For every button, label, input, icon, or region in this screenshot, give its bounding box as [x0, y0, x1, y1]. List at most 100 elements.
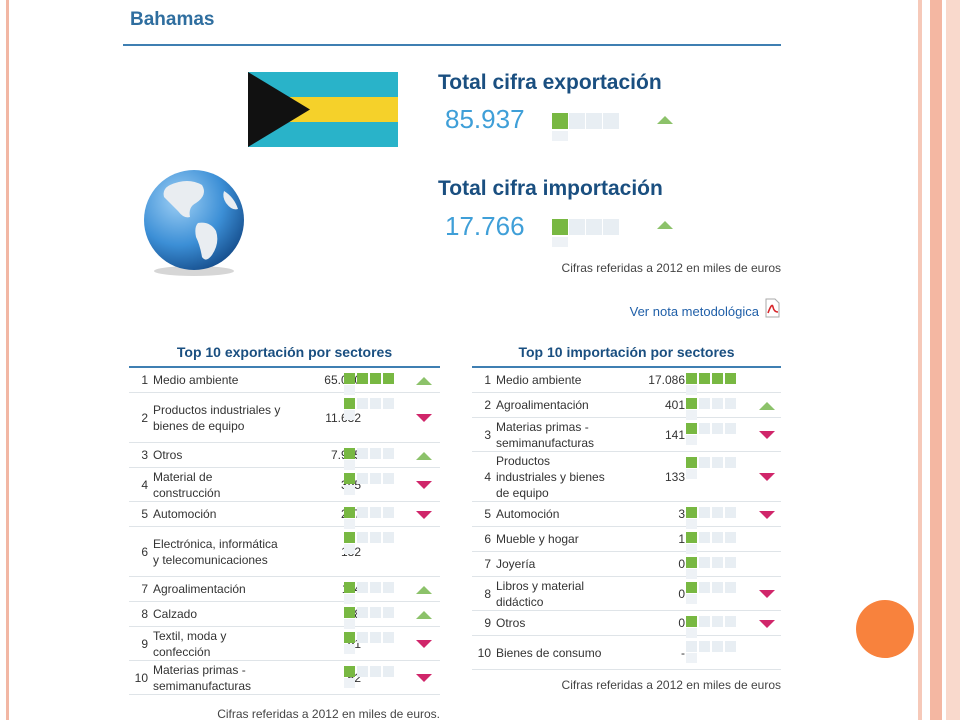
up-arrow-icon: [416, 452, 432, 460]
up-arrow-icon: [416, 377, 432, 385]
up-arrow-icon: [416, 586, 432, 594]
level-bar-segment: [725, 532, 736, 543]
level-bar-segment: [383, 507, 394, 518]
import-table: Top 10 importación por sectores 1 Medio a…: [472, 344, 781, 692]
level-bar: [686, 557, 738, 568]
level-bar: [686, 423, 738, 434]
level-bar-segment: [383, 448, 394, 459]
level-bar-segment: [370, 473, 381, 484]
sector-name: Otros: [496, 616, 526, 630]
level-bar-segment: [712, 582, 723, 593]
table-row: 2 Agroalimentación 401: [472, 393, 781, 420]
import-total-value: 17.766: [445, 211, 525, 241]
row-rank: 2: [484, 398, 491, 412]
summary-note: Cifras referidas a 2012 en miles de euro…: [561, 261, 781, 275]
import-total-title: Total cifra importación: [438, 177, 663, 200]
down-arrow-icon: [759, 620, 775, 628]
level-bar-segment: [686, 398, 697, 409]
up-arrow-icon: [657, 221, 673, 229]
sector-value: -: [681, 645, 685, 660]
import-table-body: 1 Medio ambiente 17.086 2 Agroalimentación 40…: [472, 368, 781, 670]
up-arrow-icon: [759, 402, 775, 410]
row-rank: 7: [141, 582, 148, 596]
import-level-bar: [552, 219, 620, 235]
flag-bahamas-icon: [248, 72, 398, 147]
level-bar: [686, 398, 738, 409]
level-bar-segment: [699, 423, 710, 434]
row-rank: 1: [141, 373, 148, 387]
down-arrow-icon: [416, 414, 432, 422]
down-arrow-icon: [759, 511, 775, 519]
level-bar: [686, 582, 738, 593]
level-bar-segment: [383, 398, 394, 409]
level-bar-segment: [370, 532, 381, 543]
level-bar-segment: [699, 532, 710, 543]
methodology-link[interactable]: Ver nota metodológica: [629, 304, 759, 319]
level-bar-segment: [383, 373, 394, 384]
level-bar: [344, 473, 396, 484]
level-bar: [344, 532, 396, 543]
level-bar-segment: [357, 632, 368, 643]
pdf-icon[interactable]: [764, 298, 781, 318]
level-bar-segment: [699, 616, 710, 627]
level-bar-segment: [370, 398, 381, 409]
slide-stripe: [946, 0, 960, 720]
row-rank: 4: [484, 469, 491, 484]
level-bar-segment: [725, 616, 736, 627]
level-bar-segment: [357, 607, 368, 618]
level-bar: [344, 582, 396, 593]
level-bar: [344, 398, 396, 409]
sector-name: Medio ambiente: [496, 373, 582, 387]
level-bar-segment: [725, 423, 736, 434]
sector-name: Textil, moda y confección: [153, 628, 227, 659]
sector-value: 133: [664, 469, 685, 484]
up-arrow-icon: [657, 116, 673, 124]
level-bar-segment: [344, 607, 355, 618]
level-bar: [344, 632, 396, 643]
table-row: 8Calzado98: [129, 602, 440, 629]
export-table-footnote: Cifras referidas a 2012 en miles de euro…: [217, 707, 440, 720]
level-bar-segment: [370, 666, 381, 677]
level-bar-segment: [725, 507, 736, 518]
level-bar-segment: [357, 532, 368, 543]
level-bar-segment: [699, 582, 710, 593]
sector-name: Mueble y hogar: [496, 532, 579, 546]
sector-value: 0: [678, 616, 685, 630]
sector-value: 17.086: [648, 373, 685, 387]
up-arrow-icon: [416, 611, 432, 619]
level-bar-segment: [383, 632, 394, 643]
level-bar-segment: [357, 473, 368, 484]
level-bar-segment: [344, 373, 355, 384]
table-row: 5 Automoción 3: [472, 502, 781, 529]
level-bar-segment: [370, 607, 381, 618]
level-bar-segment: [344, 532, 355, 543]
page-title: Bahamas: [130, 9, 215, 30]
down-arrow-icon: [416, 674, 432, 682]
level-bar-segment: [357, 507, 368, 518]
level-bar: [686, 457, 738, 468]
down-arrow-icon: [759, 473, 775, 481]
row-rank: 5: [141, 507, 148, 521]
level-bar-segment: [344, 473, 355, 484]
sector-value: 0: [678, 557, 685, 571]
level-bar-segment: [725, 557, 736, 568]
row-rank: 5: [484, 507, 491, 521]
level-bar-segment: [344, 582, 355, 593]
sector-name: Otros: [153, 448, 183, 462]
sector-name: Calzado: [153, 607, 198, 621]
level-bar: [344, 373, 396, 384]
down-arrow-icon: [416, 511, 432, 519]
level-bar-segment: [686, 557, 697, 568]
sector-name: Material de construcción: [153, 469, 221, 500]
level-bar: [344, 507, 396, 518]
level-bar-segment: [383, 532, 394, 543]
level-bar-segment: [712, 616, 723, 627]
sector-name: Agroalimentación: [496, 398, 589, 412]
level-bar-segment: [370, 632, 381, 643]
level-bar-segment: [725, 398, 736, 409]
down-arrow-icon: [759, 431, 775, 439]
level-bar-segment: [344, 507, 355, 518]
sector-name: Libros y material didáctico: [496, 578, 585, 609]
level-bar: [344, 448, 396, 459]
